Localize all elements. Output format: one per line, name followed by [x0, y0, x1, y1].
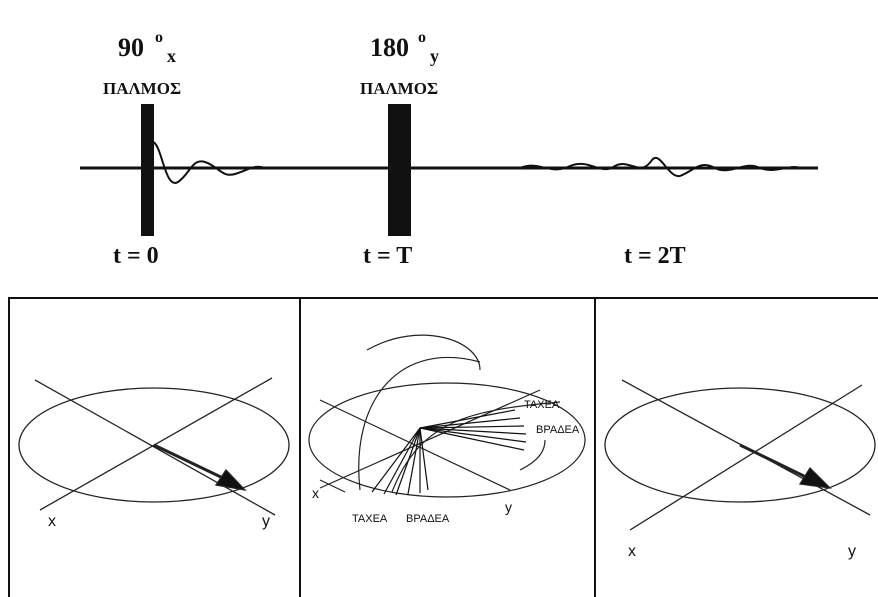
panel-3 [604, 379, 876, 531]
pulse-angle: 180 [370, 33, 409, 62]
y-axis-label: y [505, 499, 512, 515]
pulse-axis: y [430, 46, 439, 66]
fast-label: ΤΑΧΕΑ [352, 513, 388, 525]
fast-label: ΤΑΧΕΑ [524, 399, 560, 411]
y-axis-label: y [262, 513, 270, 530]
time-label: t = 0 [113, 243, 159, 269]
x-axis-label: x [48, 513, 56, 530]
pulse-axis: x [167, 46, 176, 66]
pulse-degree: o [418, 29, 426, 46]
panel-borders [8, 297, 878, 597]
pulse-degree: o [155, 29, 163, 46]
time-label: t = 2T [624, 243, 686, 269]
pulse-label: ΠΑΛΜΟΣ [360, 79, 438, 98]
sequence [80, 141, 818, 184]
pulse-label: ΠΑΛΜΟΣ [103, 79, 181, 98]
y-axis-label: y [848, 543, 856, 560]
slow-label: ΒΡΑΔΕΑ [536, 424, 580, 436]
x-axis-label: x [628, 543, 636, 560]
panel-2 [308, 334, 586, 498]
pulse-angle: 90 [118, 33, 144, 62]
pulse-180 [388, 104, 411, 236]
fid-signal [152, 141, 285, 184]
panel-1 [18, 377, 290, 516]
x-axis-label: x [312, 485, 319, 501]
time-label: t = T [363, 243, 412, 269]
slow-label: ΒΡΑΔΕΑ [406, 513, 450, 525]
pulse-90 [141, 104, 154, 236]
echo-signal [519, 156, 801, 177]
